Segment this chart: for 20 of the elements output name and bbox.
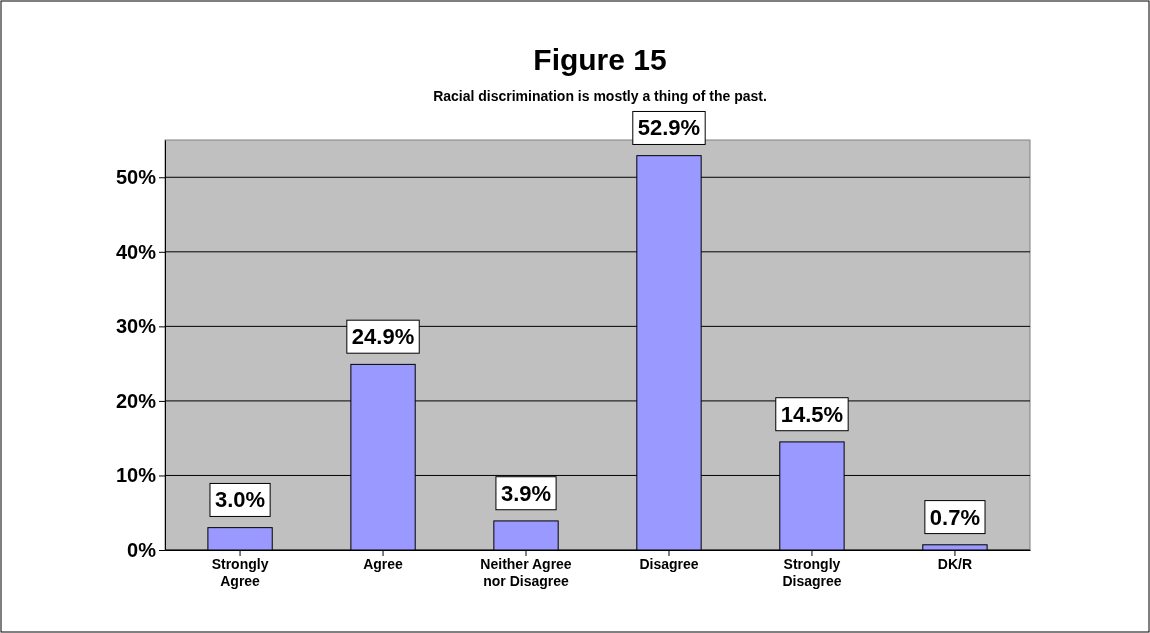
- y-tick-label: 10%: [115, 464, 157, 487]
- data-label: 14.5%: [780, 401, 844, 427]
- y-tick-label: 0%: [127, 538, 157, 561]
- x-tick-label: Agree: [363, 555, 404, 572]
- y-tick-label: 30%: [115, 315, 157, 338]
- data-label: 3.9%: [500, 480, 552, 506]
- chart-title: Figure 15: [533, 43, 667, 76]
- data-label: 24.9%: [351, 324, 415, 350]
- y-tick-label: 40%: [115, 240, 157, 263]
- x-tick-label: Disagree: [639, 555, 699, 572]
- x-tick-label: DK/R: [937, 555, 973, 572]
- x-tick-label: Strongly Disagree: [782, 555, 842, 589]
- y-tick-label: 50%: [115, 166, 157, 189]
- data-label: 0.7%: [929, 504, 981, 530]
- x-tick-label: Strongly Agree: [211, 555, 269, 589]
- x-tick-label: Neither Agree nor Disagree: [480, 555, 572, 589]
- y-tick-label: 20%: [115, 389, 157, 412]
- data-label: 52.9%: [637, 115, 701, 141]
- chart-subtitle: Racial discrimination is mostly a thing of the past.: [433, 88, 767, 104]
- data-label: 3.0%: [214, 487, 266, 513]
